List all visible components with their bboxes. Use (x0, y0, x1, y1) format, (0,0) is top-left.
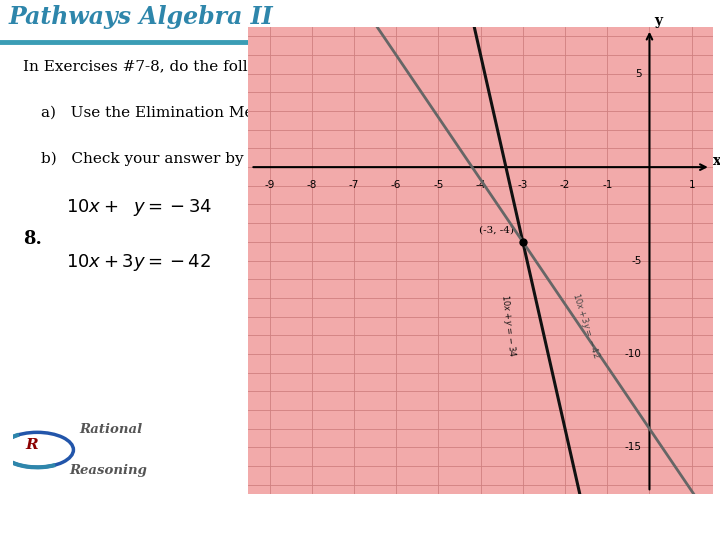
Text: R: R (25, 438, 37, 452)
Text: y: y (654, 14, 662, 28)
Text: $10x + y = -34$: $10x + y = -34$ (498, 294, 518, 358)
Text: -7: -7 (348, 180, 359, 190)
Text: (-3, -4): (-3, -4) (480, 225, 514, 234)
Text: -10: -10 (625, 349, 642, 359)
Text: Pathways Algebra II: Pathways Algebra II (9, 5, 274, 30)
Text: -9: -9 (264, 180, 275, 190)
Text: Reasoning: Reasoning (69, 464, 148, 477)
Text: -4: -4 (475, 180, 486, 190)
Text: $10x + 3y = -42$: $10x + 3y = -42$ (66, 252, 211, 273)
Text: -2: -2 (560, 180, 570, 190)
Text: -5: -5 (433, 180, 444, 190)
Text: -8: -8 (307, 180, 317, 190)
Text: 8.: 8. (24, 230, 42, 247)
Text: © 2017 CARLSON & O'BRYAN: © 2017 CARLSON & O'BRYAN (210, 516, 395, 529)
Text: -15: -15 (625, 442, 642, 453)
Text: Rational: Rational (79, 423, 143, 436)
Text: 1: 1 (688, 180, 695, 190)
Text: b)   Check your answer by graphing the given functions.: b) Check your answer by graphing the giv… (41, 151, 477, 166)
Text: -3: -3 (518, 180, 528, 190)
Text: $10x + \ \ y = -34$: $10x + \ \ y = -34$ (66, 197, 212, 218)
Text: -1: -1 (602, 180, 613, 190)
Text: In Exercises #7-8, do the following.: In Exercises #7-8, do the following. (24, 60, 300, 73)
Text: a)   Use the Elimination Method to solve the system.: a) Use the Elimination Method to solve t… (41, 106, 446, 120)
Text: Inv 1.8: Inv 1.8 (526, 516, 569, 529)
Text: -6: -6 (391, 180, 401, 190)
Text: $10x + 3y = -42$: $10x + 3y = -42$ (570, 292, 603, 361)
Text: x: x (713, 153, 720, 167)
Text: 5: 5 (635, 69, 642, 79)
Text: -5: -5 (631, 255, 642, 266)
Text: 71: 71 (676, 516, 692, 529)
